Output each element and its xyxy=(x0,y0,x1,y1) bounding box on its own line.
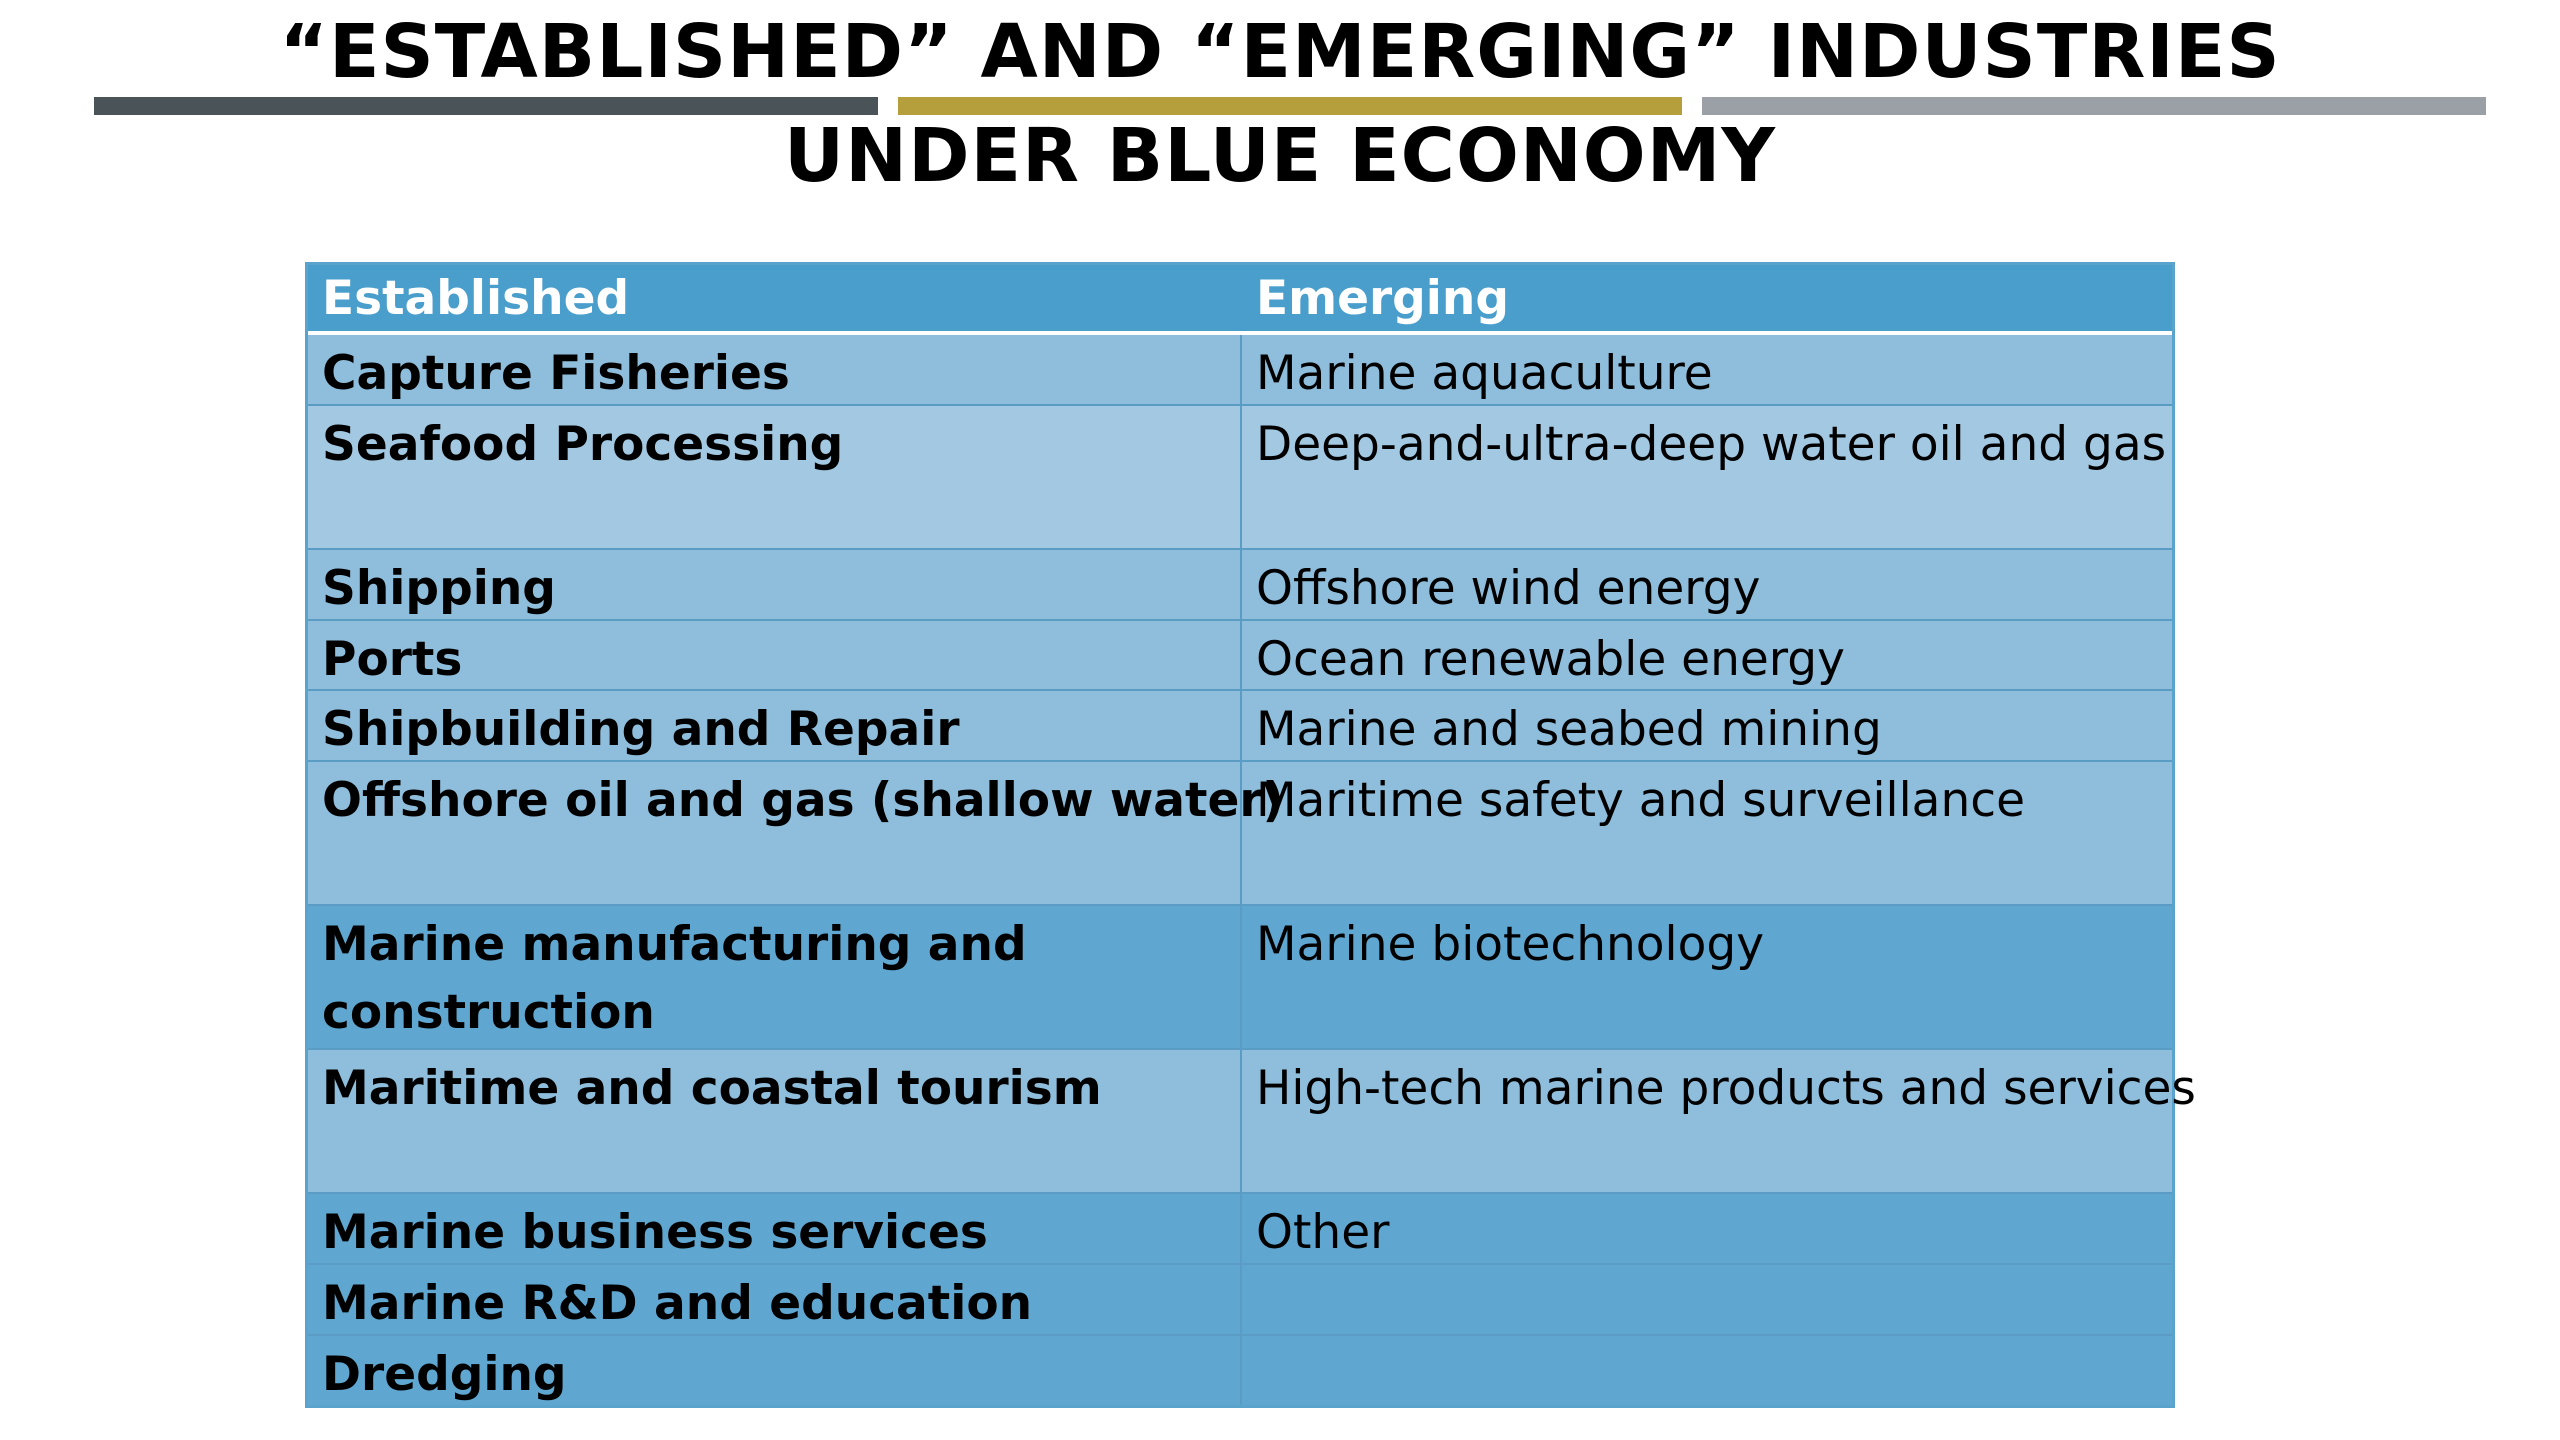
emerging-cell: Marine aquaculture xyxy=(1256,346,1713,401)
table-row: Maritime and coastal tourism High-tech m… xyxy=(308,1050,2196,1194)
emerging-cell: Offshore wind energy xyxy=(1256,561,1761,616)
table-row: Capture Fisheries Marine aquaculture xyxy=(308,335,2172,406)
table-row: Shipbuilding and Repair Marine and seabe… xyxy=(308,691,2172,762)
established-cell: Marine business services xyxy=(308,1194,1242,1263)
table-row: Seafood Processing Deep-and-ultra-deep w… xyxy=(308,406,2172,550)
emerging-cell: Marine and seabed mining xyxy=(1256,702,1882,757)
emerging-cell: Ocean renewable energy xyxy=(1256,632,1845,687)
established-cell: Ports xyxy=(308,621,1242,689)
established-cell: Seafood Processing xyxy=(308,406,1242,548)
emerging-cell xyxy=(1242,1336,2172,1405)
established-cell: Shipbuilding and Repair xyxy=(308,691,1242,760)
established-cell: Marine manufacturing and construction xyxy=(308,906,1242,1048)
established-cell: Capture Fisheries xyxy=(308,335,1242,404)
table-row: Shipping Offshore wind energy xyxy=(308,550,2172,621)
decorative-bar-dark xyxy=(94,97,878,115)
established-cell: Marine R&D and education xyxy=(308,1265,1242,1334)
emerging-cell: Deep-and-ultra-deep water oil and gas xyxy=(1256,417,2167,472)
table-row: Marine business services Other xyxy=(308,1194,2172,1265)
decorative-bar-gray xyxy=(1702,97,2486,115)
header-established: Established xyxy=(322,271,630,326)
established-cell: Dredging xyxy=(308,1336,1242,1405)
table-row: Dredging xyxy=(308,1336,2172,1405)
emerging-cell xyxy=(1242,1265,2172,1334)
industries-table: Established Emerging Capture Fisheries M… xyxy=(305,262,2196,1408)
table-row: Marine manufacturing and construction Ma… xyxy=(308,906,2172,1050)
slide-title-line-2: UNDER BLUE ECONOMY xyxy=(784,113,1776,199)
table-row: Marine R&D and education xyxy=(308,1265,2172,1336)
established-cell: Maritime and coastal tourism xyxy=(308,1050,1242,1192)
header-emerging: Emerging xyxy=(1256,271,1509,326)
table-header-row: Established Emerging xyxy=(308,265,2172,335)
table-row: Offshore oil and gas (shallow water) Mar… xyxy=(308,762,2172,906)
emerging-cell: Marine biotechnology xyxy=(1256,917,1765,972)
decorative-bar-gold xyxy=(898,97,1682,115)
emerging-cell: Other xyxy=(1256,1205,1390,1260)
table-row: Ports Ocean renewable energy xyxy=(308,621,2172,691)
emerging-cell: Maritime safety and surveillance xyxy=(1256,773,2026,828)
slide-title-line-1: “ESTABLISHED” AND “EMERGING” INDUSTRIES xyxy=(279,9,2281,95)
established-cell: Offshore oil and gas (shallow water) xyxy=(308,762,1284,904)
emerging-cell: High-tech marine products and services xyxy=(1256,1061,2196,1116)
established-cell: Shipping xyxy=(308,550,1242,619)
